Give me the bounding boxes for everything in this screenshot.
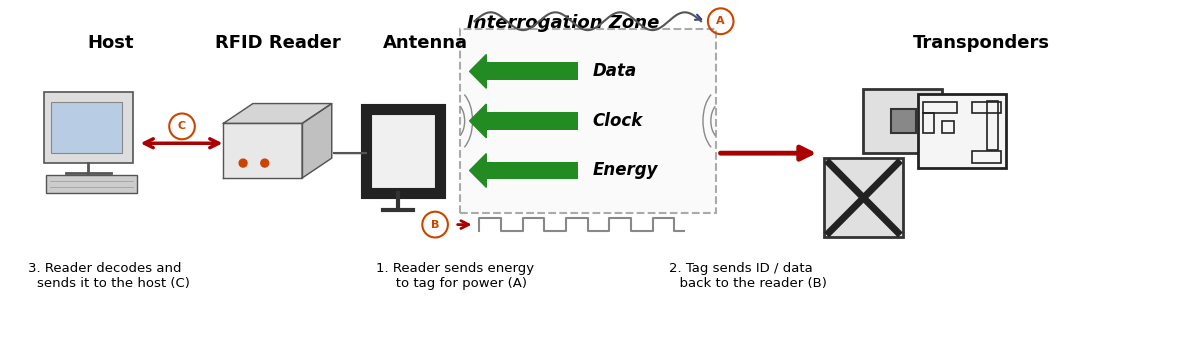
Text: Transponders: Transponders xyxy=(913,34,1050,52)
FancyBboxPatch shape xyxy=(484,62,578,80)
Text: Energy: Energy xyxy=(592,161,658,180)
Circle shape xyxy=(261,159,269,167)
FancyBboxPatch shape xyxy=(366,109,440,193)
Text: RFID Reader: RFID Reader xyxy=(215,34,340,52)
Text: Clock: Clock xyxy=(592,112,643,130)
Text: Host: Host xyxy=(87,34,133,52)
Text: A: A xyxy=(716,16,725,26)
FancyBboxPatch shape xyxy=(484,112,578,130)
FancyBboxPatch shape xyxy=(824,158,903,237)
Polygon shape xyxy=(223,104,332,124)
Text: Interrogation Zone: Interrogation Zone xyxy=(467,14,660,32)
FancyBboxPatch shape xyxy=(864,89,943,153)
Polygon shape xyxy=(302,104,332,178)
Text: 1. Reader sends energy
   to tag for power (A): 1. Reader sends energy to tag for power … xyxy=(375,262,533,290)
FancyBboxPatch shape xyxy=(46,175,137,193)
FancyBboxPatch shape xyxy=(51,102,122,153)
Text: 2. Tag sends ID / data
      back to the reader (B): 2. Tag sends ID / data back to the reade… xyxy=(654,262,827,290)
Text: Antenna: Antenna xyxy=(382,34,467,52)
Polygon shape xyxy=(470,153,486,187)
Text: B: B xyxy=(431,220,439,230)
Circle shape xyxy=(240,159,247,167)
FancyBboxPatch shape xyxy=(484,161,578,180)
Polygon shape xyxy=(470,104,486,138)
Text: 3. Reader decodes and
    sends it to the host (C): 3. Reader decodes and sends it to the ho… xyxy=(20,262,190,290)
FancyBboxPatch shape xyxy=(460,29,716,213)
FancyBboxPatch shape xyxy=(44,92,133,163)
Text: Data: Data xyxy=(592,62,637,80)
Text: C: C xyxy=(178,121,186,132)
Polygon shape xyxy=(223,124,302,178)
FancyBboxPatch shape xyxy=(918,94,1007,168)
Polygon shape xyxy=(470,55,486,88)
FancyBboxPatch shape xyxy=(891,109,916,133)
